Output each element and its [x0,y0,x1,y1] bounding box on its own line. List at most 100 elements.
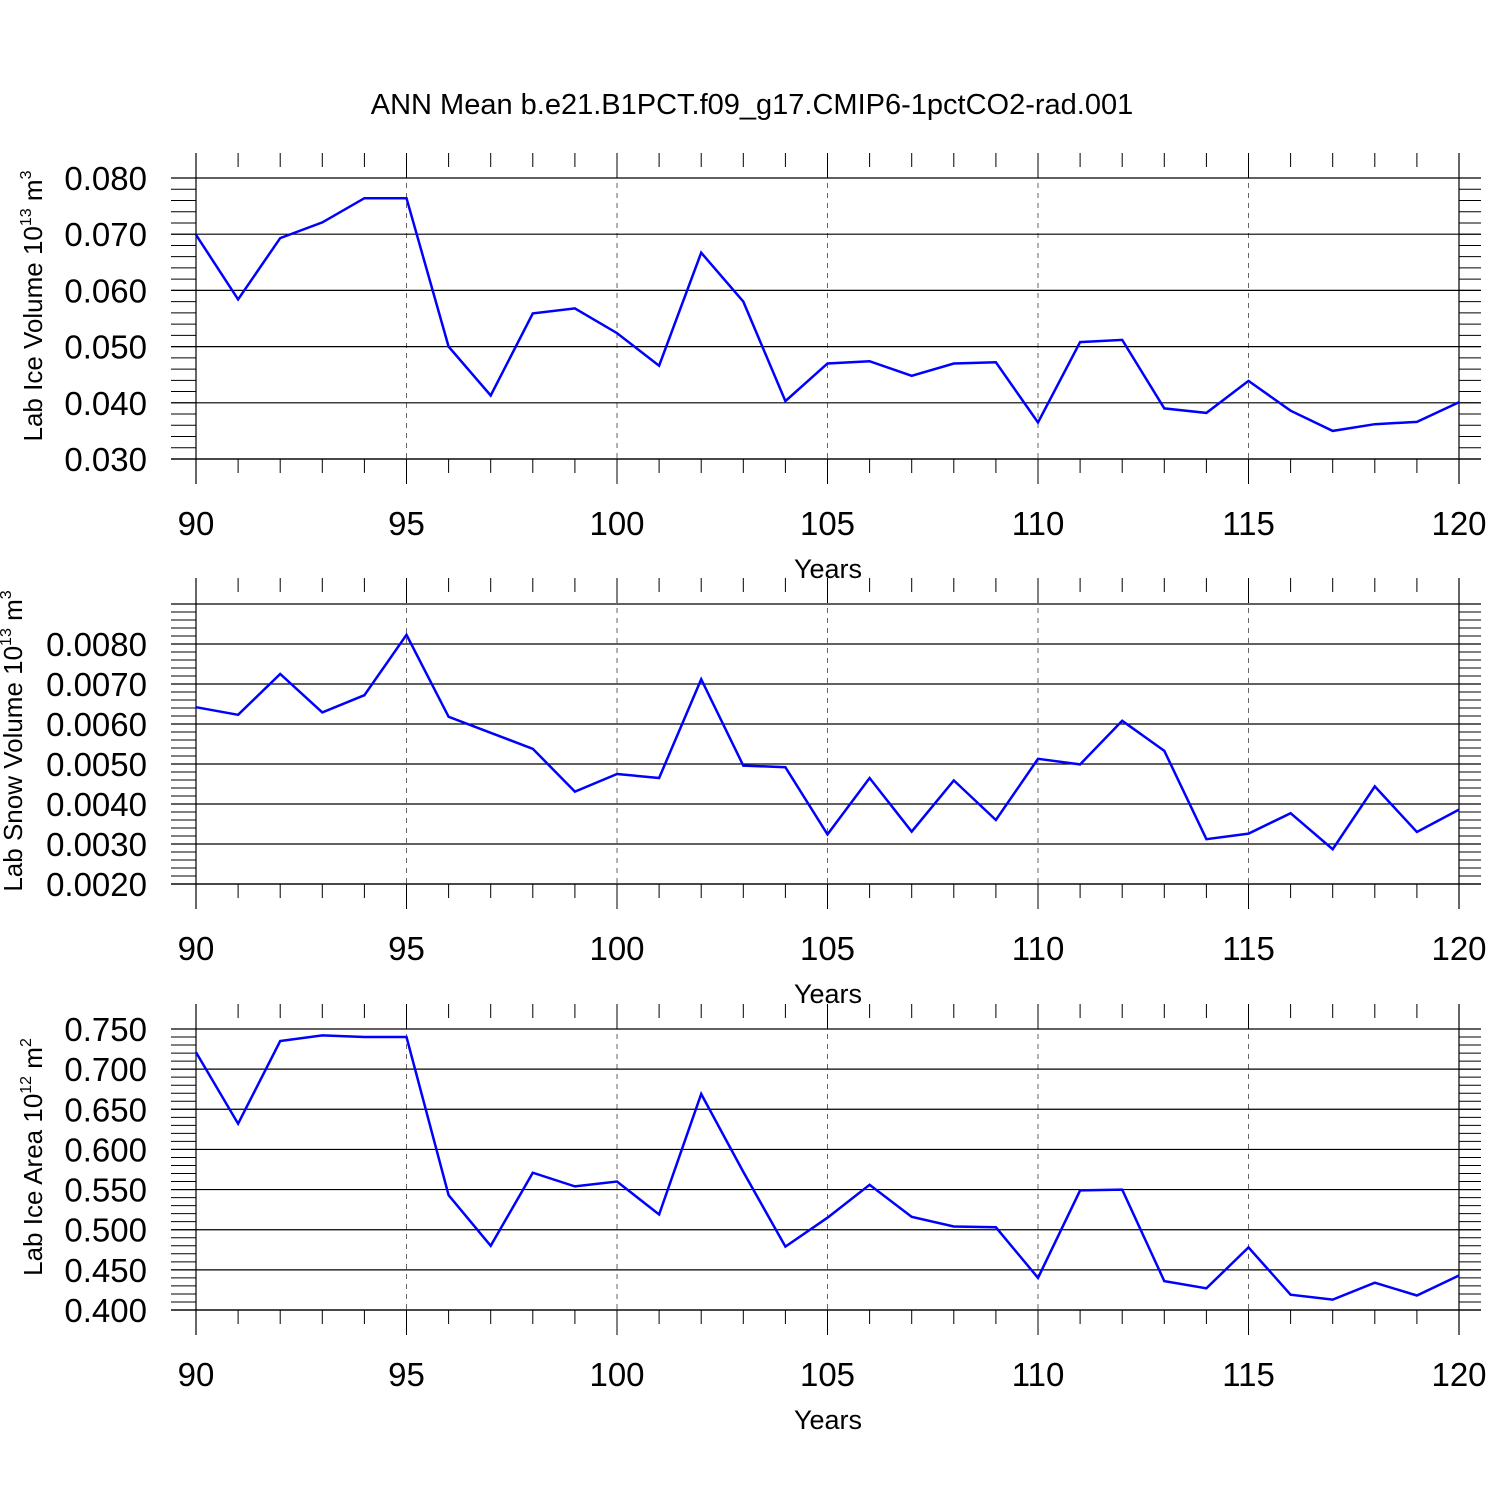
data-point [826,832,830,836]
y-tick-label: 0.400 [64,1292,147,1329]
y-tick-label: 0.050 [64,329,147,366]
y-tick-label: 0.0080 [46,626,147,663]
x-tick-label: 120 [1431,505,1486,542]
data-point [405,196,409,200]
data-point [362,196,366,200]
y-tick-label: 0.0060 [46,706,147,743]
data-point [657,364,661,368]
data-point [699,1092,703,1096]
data-point [741,1170,745,1174]
x-tick-label: 105 [800,1356,855,1393]
data-point [910,374,914,378]
series-line [194,196,1460,433]
data-point [1415,830,1419,834]
x-tick-label: 110 [1012,930,1065,967]
y-axis-title-unit-exponent: 2 [18,1038,35,1047]
x-tick-label: 105 [800,930,855,967]
data-point [1204,837,1208,841]
data-point [362,1035,366,1039]
y-tick-label: 0.700 [64,1051,147,1088]
data-point [573,306,577,310]
x-tick-label: 90 [178,1356,215,1393]
data-point [1120,719,1124,723]
data-point [531,747,535,751]
y-tick-label: 0.060 [64,272,147,309]
data-point [783,765,787,769]
data-point [1247,1245,1251,1249]
data-point [994,818,998,822]
data-point [1331,1298,1335,1302]
y-axis-title: Lab Snow Volume 1013 m3 [0,590,28,891]
data-point [952,1225,956,1229]
data-point [1162,406,1166,410]
data-point [868,1183,872,1187]
y-tick-label: 0.030 [64,441,147,478]
x-tick-label: 120 [1431,930,1486,967]
data-point [868,776,872,780]
data-point [826,361,830,365]
x-tick-label: 115 [1222,505,1275,542]
y-tick-label: 0.500 [64,1212,147,1249]
data-point [1078,762,1082,766]
data-point [320,220,324,224]
y-axis-title-unit-exponent: 3 [0,590,15,599]
data-point [531,1171,535,1175]
y-tick-label: 0.0020 [46,866,147,903]
data-point [741,300,745,304]
x-tick-label: 110 [1012,1356,1065,1393]
data-point [447,1193,451,1197]
data-point [994,1225,998,1229]
data-point [194,233,198,237]
data-point [1078,1188,1082,1192]
y-tick-label: 0.070 [64,216,147,253]
data-point [278,1039,282,1043]
data-point [1289,409,1293,413]
data-point [362,693,366,697]
y-tick-label: 0.750 [64,1011,147,1048]
y-tick-label: 0.0040 [46,786,147,823]
data-point [320,710,324,714]
data-point [1289,811,1293,815]
data-point [1036,420,1040,424]
data-point [1247,832,1251,836]
data-point [741,764,745,768]
data-point [1036,757,1040,761]
data-point [615,331,619,335]
data-point [1036,1276,1040,1280]
y-axis-title-exponent: 12 [18,1076,35,1094]
data-point [1373,784,1377,788]
data-point [699,251,703,255]
data-point [194,1050,198,1054]
x-tick-label: 95 [388,1356,425,1393]
panel-1: 90 95 100 105 110 115 120 0.030 0.040 0.050 0.060 0… [18,153,1487,584]
data-point [952,361,956,365]
data-point [278,672,282,676]
y-axis-title: Lab Ice Volume 1013 m3 [18,170,48,441]
x-tick-label: 100 [589,930,644,967]
y-tick-label: 0.0030 [46,826,147,863]
x-tick-label: 115 [1222,1356,1275,1393]
y-tick-label: 0.0050 [46,746,147,783]
data-point [1078,340,1082,344]
data-point [1162,749,1166,753]
panel-2: 90 95 100 105 110 115 1200.00200.00300.00400.0… [0,578,1487,1009]
y-axis-title: Lab Ice Area 1012 m2 [18,1038,48,1276]
y-tick-label: 0.600 [64,1131,147,1168]
data-point [1162,1279,1166,1283]
y-axis-title-main: Lab Ice Volume 10 [18,226,48,441]
x-axis-title: Years [794,1405,862,1435]
data-point [699,677,703,681]
data-point [278,236,282,240]
data-point [405,1035,409,1039]
data-point [783,399,787,403]
data-point [1457,1273,1461,1277]
y-axis-title-unit-exponent: 3 [18,170,35,179]
x-tick-label: 110 [1012,505,1065,542]
data-point [952,778,956,782]
data-point [868,359,872,363]
data-point [615,1180,619,1184]
data-point [615,772,619,776]
data-point [657,1212,661,1216]
series-line [194,1034,1460,1301]
